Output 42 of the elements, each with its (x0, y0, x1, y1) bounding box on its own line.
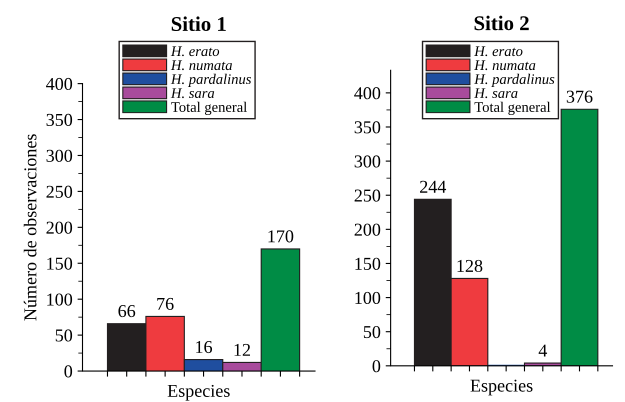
legend-label: H. numata (170, 60, 232, 70)
x-axis-title: Especies (168, 384, 230, 401)
y-tick-label: 100 (47, 293, 72, 306)
data-label: 244 (420, 180, 446, 193)
y-tick-label: 200 (46, 222, 72, 234)
y-tick-label: 350 (46, 114, 72, 126)
legend-label: H. sara (474, 88, 518, 98)
y-tick-label: 400 (354, 87, 380, 100)
y-tick-label: 350 (354, 121, 380, 134)
y-tick-label: 400 (46, 78, 72, 90)
y-tick-label: 200 (354, 224, 380, 236)
y-tick-label: 50 (364, 326, 380, 338)
x-axis-title: Especies (470, 380, 532, 396)
legend-label: H. pardalinus (170, 74, 251, 88)
data-label: 170 (268, 230, 294, 242)
data-label: 12 (234, 344, 250, 356)
y-tick-label: 150 (47, 258, 72, 270)
legend-label: H. erato (474, 46, 522, 56)
y-tick-label: 300 (46, 150, 72, 162)
y-tick-label: 250 (354, 189, 380, 202)
y-tick-label: 0 (372, 360, 380, 372)
y-tick-label: 0 (64, 365, 72, 378)
y-axis-title: Número de observaciones (24, 134, 36, 321)
y-tick-label: 50 (56, 329, 72, 342)
data-label: 128 (458, 260, 482, 272)
legend-label: Total general (474, 102, 550, 115)
data-label: 16 (196, 340, 212, 354)
legend-label: H. erato (170, 46, 220, 56)
y-tick-label: 250 (46, 186, 72, 198)
y-tick-label: 300 (354, 155, 380, 168)
chart-title: Sitio 2 (474, 16, 529, 30)
y-tick-label: 100 (355, 292, 380, 304)
legend-label: Total general (171, 102, 247, 115)
data-label: 76 (157, 298, 174, 310)
legend-label: H. pardalinus (474, 74, 554, 88)
chart-title: Sitio 1 (172, 16, 226, 32)
legend-label: H. numata (474, 60, 536, 70)
y-tick-label: 150 (355, 258, 380, 270)
data-label: 376 (566, 90, 592, 103)
data-label: 4 (538, 344, 548, 356)
data-label: 66 (118, 305, 136, 318)
legend-label: H. sara (170, 88, 214, 98)
